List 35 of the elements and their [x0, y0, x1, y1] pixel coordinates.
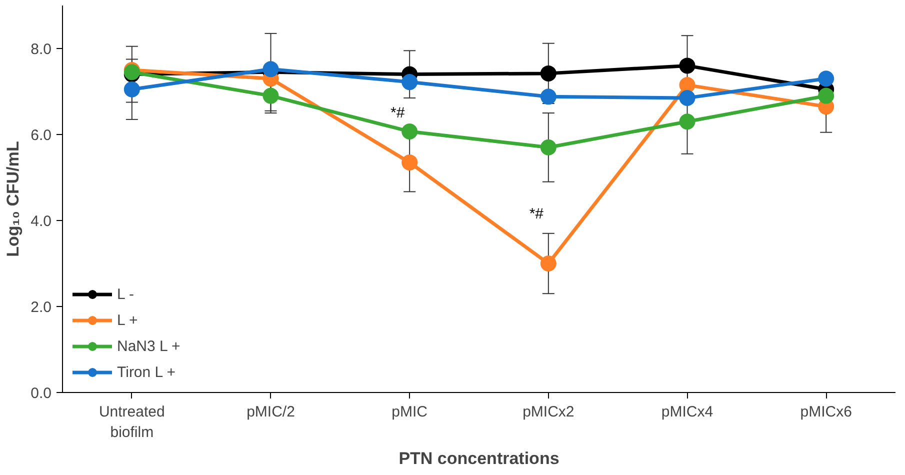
legend-label: L + [117, 312, 138, 328]
x-tick-label: pMICx2 [522, 404, 574, 420]
x-tick-label: pMICx4 [661, 404, 714, 420]
point [818, 70, 834, 87]
legend-label: NaN3 L + [117, 338, 180, 354]
x-tick-label: pMIC/2 [246, 404, 295, 420]
y-tick-label: 6.0 [30, 127, 52, 144]
point [402, 154, 418, 170]
point [540, 139, 556, 156]
point [262, 88, 279, 104]
point [818, 88, 834, 104]
y-tick-label: 4.0 [30, 213, 52, 230]
point [402, 124, 418, 140]
annotation: *# [390, 104, 406, 122]
point [679, 58, 696, 74]
point [402, 74, 418, 90]
point [262, 61, 279, 78]
point [679, 77, 696, 94]
y-tick-label: 2.0 [30, 299, 52, 316]
y-tick-label: 8.0 [30, 41, 52, 58]
point [540, 88, 556, 105]
x-axis-title: PTN concentrations [398, 448, 560, 468]
x-tick-label: pMICx6 [800, 404, 852, 420]
x-tick-label: Untreated biofilm [98, 404, 165, 441]
y-axis-title: Log₁₀ CFU/mL [4, 141, 23, 257]
legend-label: Tiron L + [117, 364, 176, 380]
x-tick-label: pMIC [392, 404, 428, 420]
legend-label: L - [117, 286, 135, 302]
annotation: *# [529, 206, 544, 223]
point [540, 256, 556, 272]
point [679, 90, 696, 106]
point [679, 114, 696, 130]
point [124, 81, 140, 98]
point [540, 65, 556, 82]
y-tick-label: 0.0 [30, 385, 52, 402]
